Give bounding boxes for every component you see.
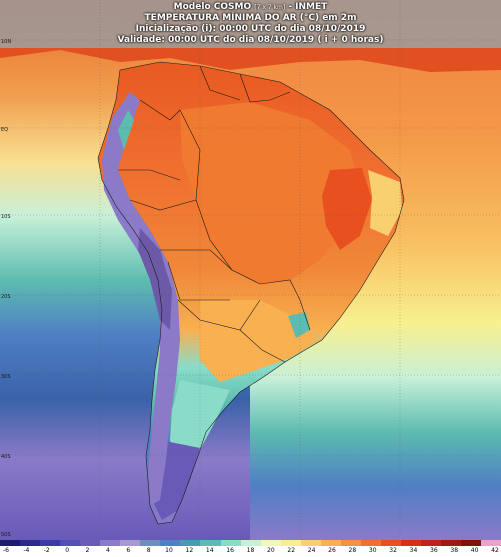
- legend-tick-label: 14: [205, 547, 214, 554]
- legend-tick-label: 40: [470, 547, 479, 554]
- legend-swatch: [80, 540, 101, 546]
- lat-label: 20S: [1, 294, 11, 300]
- model-source: - INMET: [288, 2, 328, 12]
- legend-tick-label: 4: [105, 547, 110, 554]
- init-time: Inicialização (i): 00:00 UTC do dia 08/1…: [135, 24, 366, 34]
- legend-swatch: [60, 540, 81, 546]
- legend-swatch: [320, 540, 341, 546]
- legend-tick-label: 16: [226, 547, 234, 554]
- valid-time: Validade: 00:00 UTC do dia 08/10/2019 ( …: [117, 35, 384, 45]
- legend-tick-label: 20: [267, 547, 275, 554]
- variable-title: TEMPERATURA MÍNIMA DO AR (°C) em 2m: [144, 13, 357, 23]
- legend-tick-label: 34: [409, 547, 418, 554]
- legend-tick-label: 38: [450, 547, 459, 554]
- pampas-warm: [200, 300, 318, 382]
- legend-tick-labels: -6 -4 -2 0 2 4 6 8 10 12 14 16 18 20 22 24 26 28 30 32 34 36 3…: [0, 547, 501, 557]
- legend-swatch: [160, 540, 181, 546]
- legend-tick-label: 22: [287, 547, 296, 554]
- legend-swatch: [420, 540, 442, 546]
- legend-tick-label: 36: [430, 547, 438, 554]
- legend-swatch: [360, 540, 381, 546]
- color-legend: -6 -4 -2 0 2 4 6 8 10 12 14 16 18 20 22 24 26 28 30 32 34 36 3…: [0, 540, 501, 557]
- latitude-grid: [0, 0, 501, 540]
- legend-swatch: [200, 540, 221, 546]
- country-borders: [97, 61, 405, 525]
- legend-swatch: [120, 540, 141, 546]
- lat-label: 40S: [1, 454, 11, 460]
- altiplano-teal: [118, 110, 134, 150]
- legend-tick-label: 18: [246, 547, 255, 554]
- legend-swatch: [461, 540, 482, 546]
- legend-swatch: [180, 540, 201, 546]
- legend-tick-label: 26: [328, 547, 336, 554]
- lat-label: 10S: [1, 214, 11, 220]
- model-title: Modelo COSMO [7 x 7 km] - INMET: [0, 2, 501, 13]
- legend-tick-label: 6: [126, 547, 131, 554]
- legend-swatch: [0, 540, 21, 546]
- map-header: Modelo COSMO [7 x 7 km] - INMET TEMPERAT…: [0, 0, 501, 50]
- south-brazil-highland: [288, 312, 310, 338]
- legend-swatch: [220, 540, 241, 546]
- legend-tick-label: 28: [348, 547, 357, 554]
- lat-label: 30S: [1, 374, 11, 380]
- andes-cordillera: [102, 92, 180, 506]
- legend-tick-label: 8: [146, 547, 151, 554]
- lat-label: EQ: [1, 127, 8, 133]
- legend-swatch: [340, 540, 361, 546]
- temperature-map: 10N EQ 10S 20S 30S 40S 50S: [0, 0, 501, 540]
- andes-highlands: [138, 228, 172, 330]
- legend-swatch: [20, 540, 41, 546]
- legend-tick-label: -2: [43, 547, 50, 554]
- legend-swatch: [481, 540, 501, 546]
- legend-tick-label: 2: [85, 547, 90, 554]
- model-name: Modelo COSMO: [173, 2, 252, 12]
- legend-swatch: [400, 540, 421, 546]
- latitude-labels: 10N EQ 10S 20S 30S 40S 50S: [1, 39, 11, 538]
- legend-tick-label: 10: [165, 547, 173, 554]
- legend-tick-label: -6: [3, 547, 9, 554]
- northeast-hot-spot: [322, 168, 372, 250]
- northeast-coast-warm: [368, 170, 402, 236]
- legend-swatch: [300, 540, 321, 546]
- lat-label: 50S: [1, 532, 11, 538]
- model-resolution: [7 x 7 km]: [254, 4, 286, 11]
- caribbean-sea: [0, 48, 501, 72]
- legend-tick-label: 12: [185, 547, 194, 554]
- legend-tick-label: 0: [65, 547, 70, 554]
- legend-swatch: [441, 540, 462, 546]
- legend-tick-label: -4: [23, 547, 30, 554]
- legend-color-bar: [0, 540, 501, 546]
- brazil-hot-core: [180, 102, 360, 284]
- legend-tick-label: 30: [368, 547, 377, 554]
- lat-label: 10N: [1, 39, 11, 45]
- legend-tick-label: 42: [491, 547, 499, 554]
- legend-tick-label: 32: [389, 547, 397, 554]
- legend-swatch: [240, 540, 261, 546]
- legend-swatch: [280, 540, 301, 546]
- legend-swatch: [140, 540, 161, 546]
- legend-swatch: [40, 540, 61, 546]
- legend-tick-label: 24: [307, 547, 316, 554]
- legend-swatch: [100, 540, 121, 546]
- legend-swatch: [380, 540, 401, 546]
- legend-swatch: [260, 540, 281, 546]
